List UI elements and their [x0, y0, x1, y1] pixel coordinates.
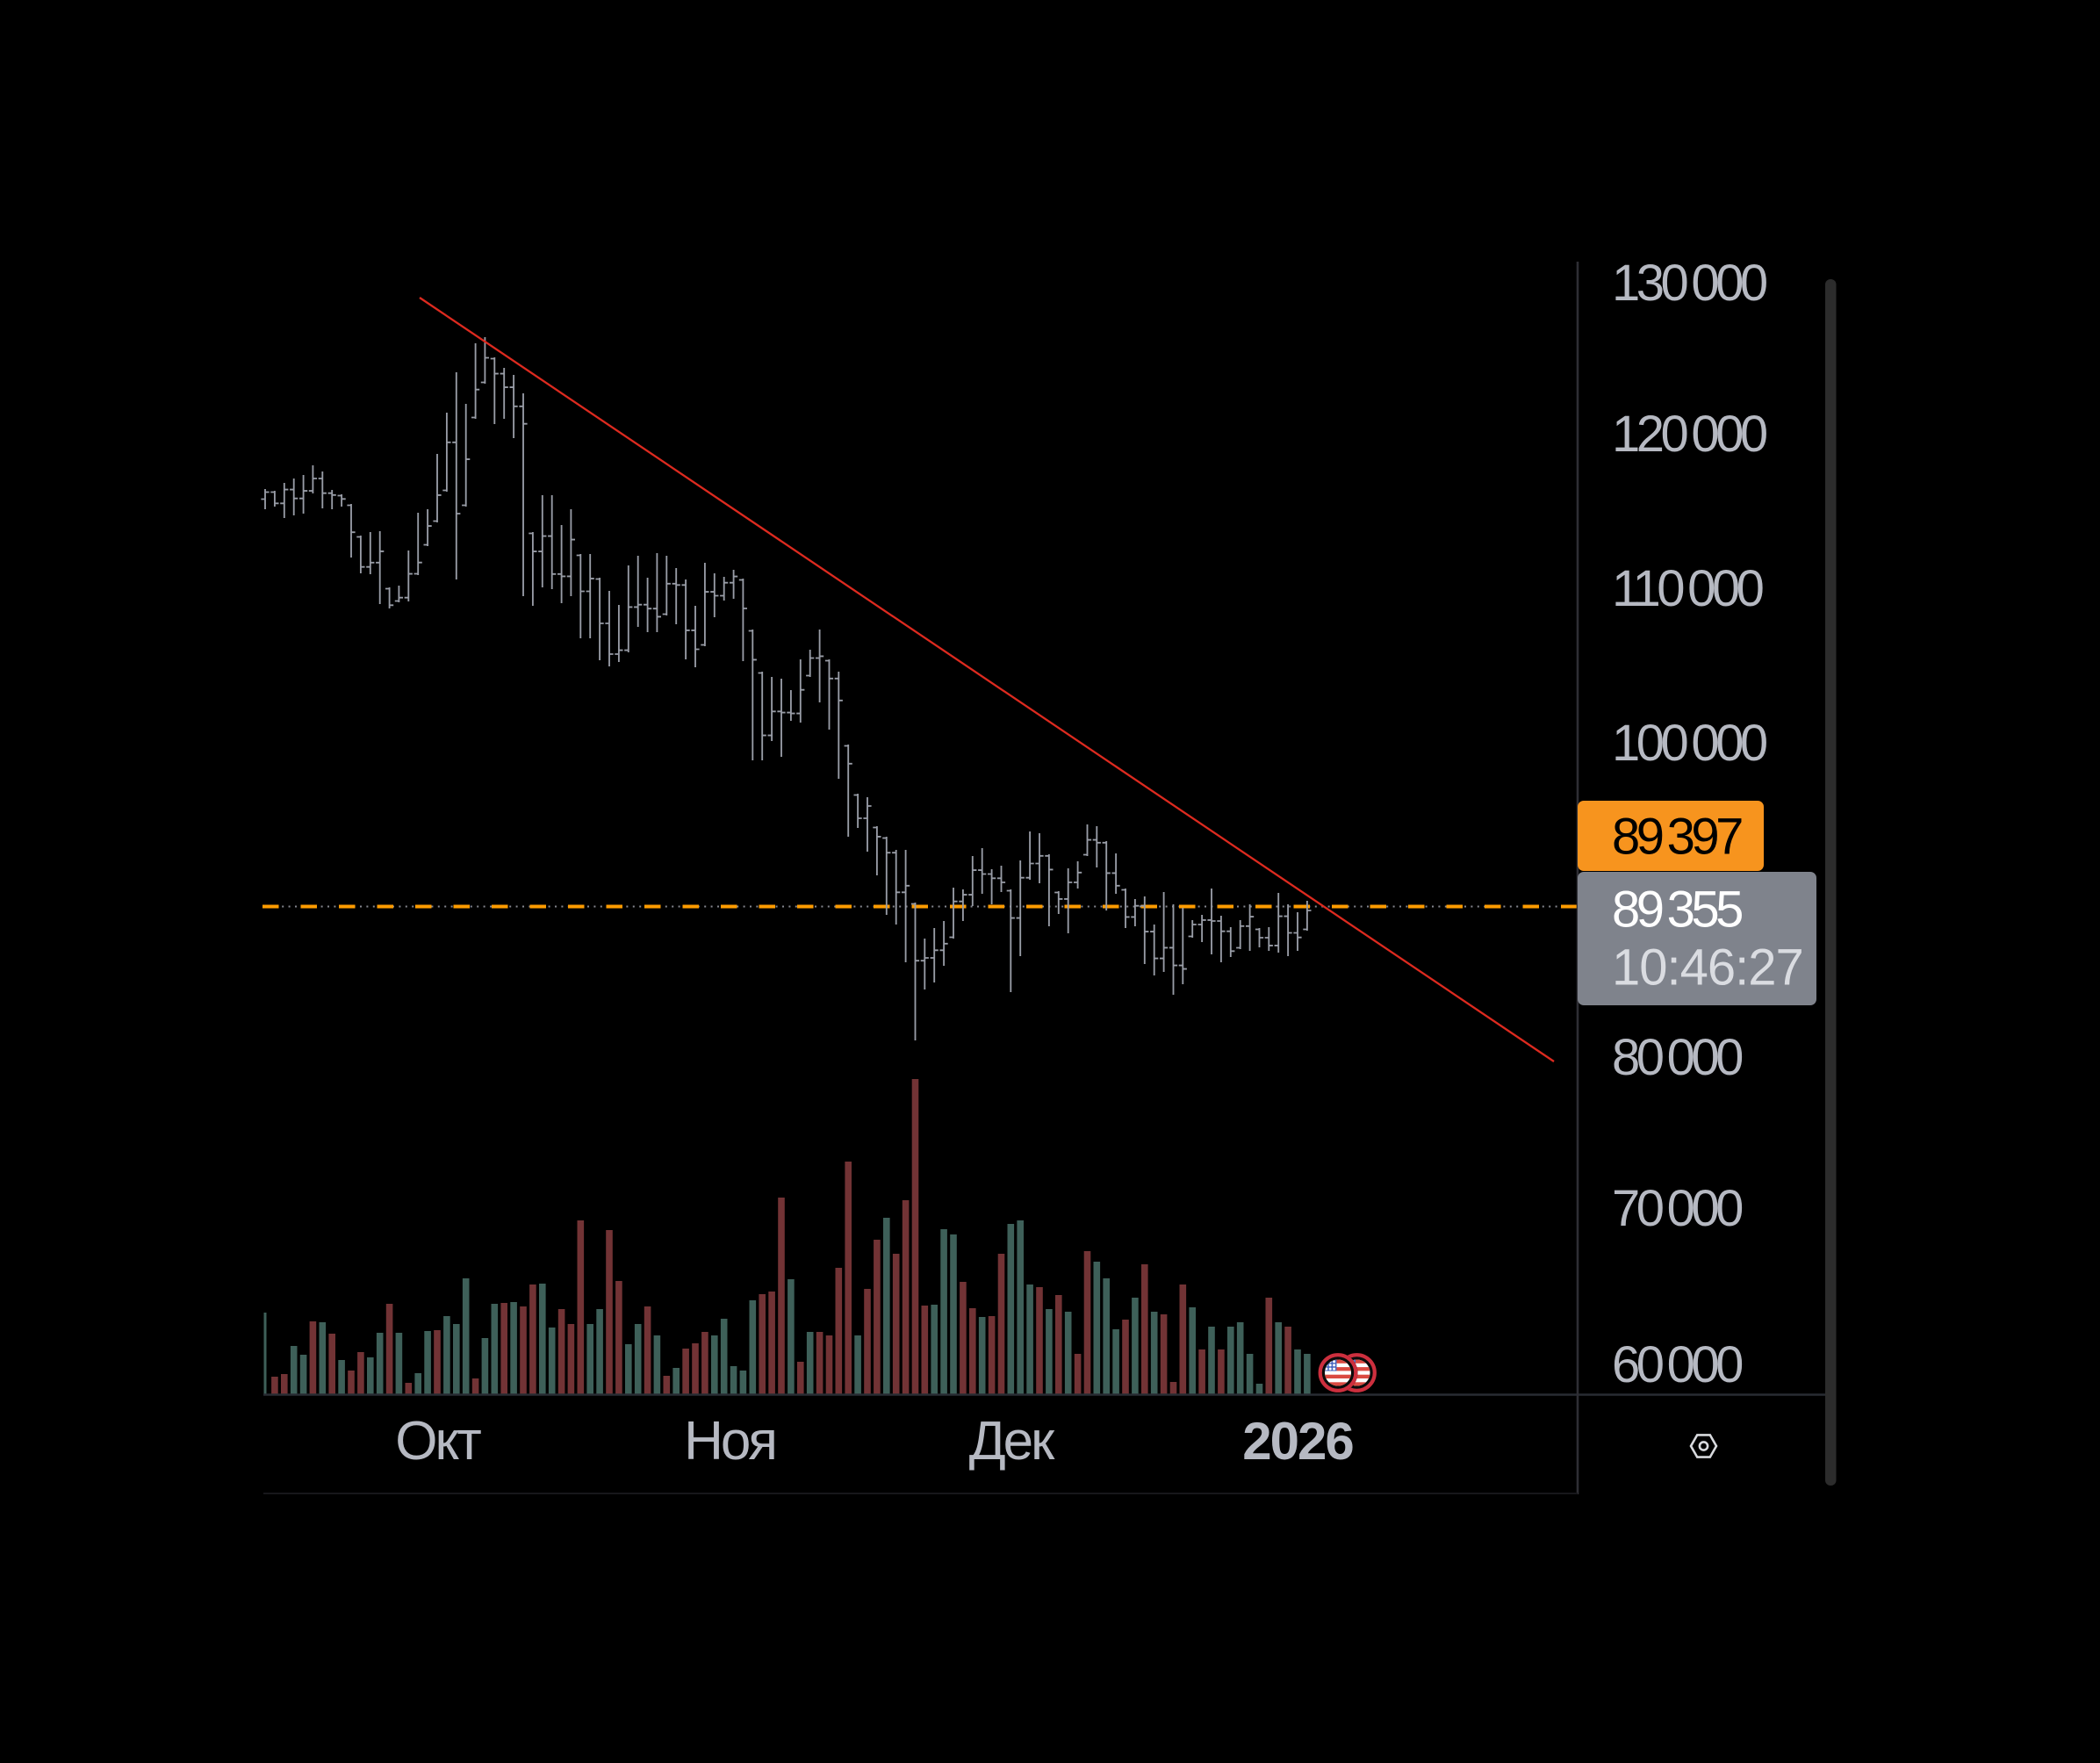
svg-text:120 000: 120 000: [1612, 406, 1766, 463]
svg-text:89 355: 89 355: [1612, 882, 1742, 939]
svg-text:80 000: 80 000: [1612, 1029, 1742, 1086]
svg-text:70 000: 70 000: [1612, 1180, 1742, 1237]
svg-text:Окт: Окт: [395, 1411, 481, 1472]
svg-text:Дек: Дек: [969, 1411, 1055, 1472]
svg-text:100 000: 100 000: [1612, 715, 1766, 772]
svg-text:Ноя: Ноя: [684, 1411, 775, 1472]
svg-text:2026: 2026: [1242, 1412, 1353, 1471]
svg-text:130 000: 130 000: [1612, 255, 1766, 312]
svg-text:10:46:27: 10:46:27: [1612, 939, 1803, 997]
svg-text:89 397: 89 397: [1612, 809, 1742, 866]
svg-text:110 000: 110 000: [1612, 560, 1763, 617]
svg-text:60 000: 60 000: [1612, 1336, 1742, 1393]
